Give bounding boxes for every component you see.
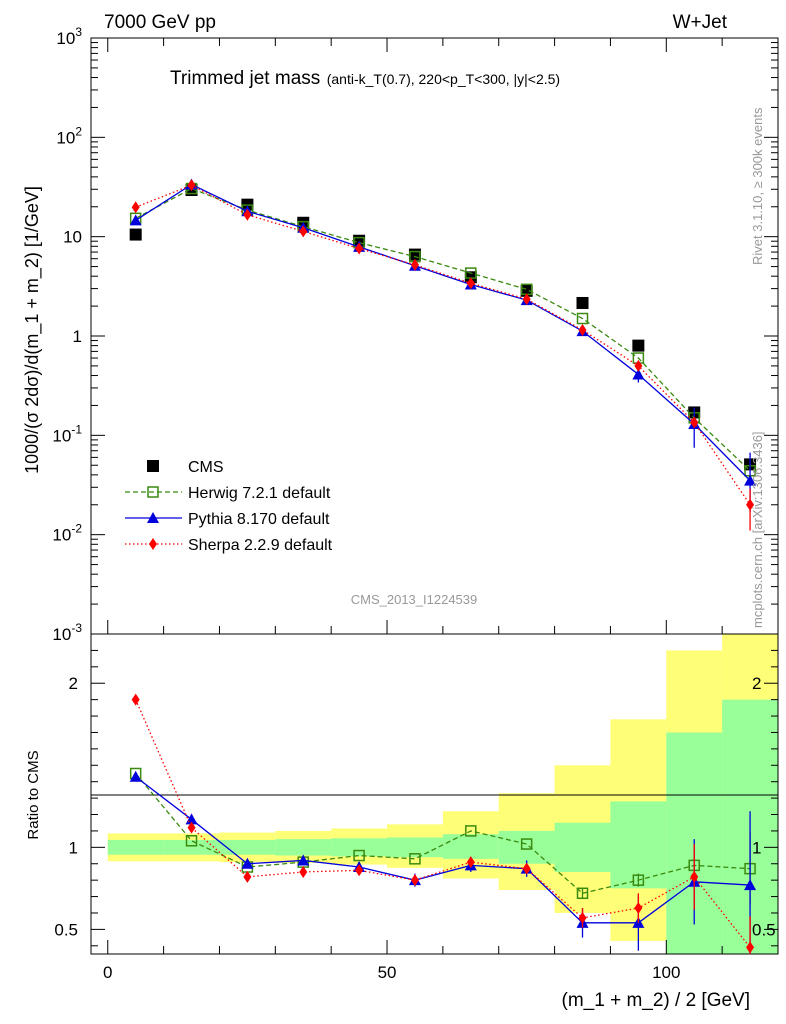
ratio-band-inner (219, 839, 276, 855)
legend-herwig-7-2-1-default-marker (147, 486, 159, 498)
sherpa-2-2-9-default-ratio-marker (634, 902, 643, 915)
x-tick-label: 100 (652, 963, 680, 982)
sherpa-2-2-9-default-ratio-marker (522, 862, 531, 875)
ratio-y-tick-label: 0.5 (54, 920, 78, 939)
sherpa-2-2-9-default-ratio-marker (690, 870, 699, 883)
sherpa-2-2-9-default-marker (522, 293, 531, 306)
main-y-tick-label: 10-3 (52, 621, 82, 644)
pythia-8-170-default-ratio-line (135, 776, 751, 924)
sherpa-2-2-9-default-marker (410, 258, 419, 271)
cms-marker (129, 228, 142, 241)
sherpa-2-2-9-default-ratio-marker (746, 941, 755, 954)
sherpa-2-2-9-default-marker (634, 359, 643, 372)
sherpa-2-2-9-default-marker (187, 179, 196, 192)
cms-marker (408, 248, 421, 261)
herwig-7-2-1-default-ratio-marker (353, 849, 365, 862)
main-y-tick-label: 1 (73, 327, 82, 346)
sherpa-2-2-9-default-ratio-marker (355, 864, 364, 877)
pythia-8-170-default-marker (129, 214, 142, 226)
sherpa-2-2-9-default-ratio-line (135, 699, 751, 948)
axis-tick-labels-group: 10-3 10-2 10-1 1 10 102 103 0 50 100 0.5 0.5 1 1 2 2 (52, 25, 775, 982)
ratio-band-inner (107, 839, 164, 855)
legend-pythia-8-170-default-marker (147, 512, 159, 523)
process-label: W+Jet (673, 12, 728, 33)
main-y-tick-label: 102 (56, 124, 82, 147)
ratio-band-inner (498, 830, 555, 864)
sherpa-2-2-9-default-marker (578, 323, 587, 336)
sherpa-2-2-9-default-line (135, 184, 751, 506)
herwig-7-2-1-default-ratio-marker (409, 853, 421, 865)
ratio-band-inner (163, 839, 220, 855)
main-y-tick-label: 103 (56, 25, 82, 48)
sherpa-2-2-9-default-ratio-marker (243, 870, 252, 883)
x-tick-label: 0 (103, 963, 112, 982)
sherpa-2-2-9-default-ratio-marker (578, 911, 587, 924)
herwig-7-2-1-default-ratio-marker (465, 825, 477, 837)
main-y-axis-label: 1000/(σ 2dσ)/d(m_1 + m_2) [1/GeV] (22, 186, 43, 474)
main-series-group (129, 178, 757, 531)
cms-marker (576, 296, 589, 309)
sherpa-2-2-9-default-marker (746, 498, 755, 511)
sherpa-2-2-9-default-ratio-marker (131, 693, 140, 706)
pythia-8-170-default-ratio-marker (129, 770, 142, 782)
mcplots-label: mcplots.cern.ch [arXiv:1306.3436] (750, 431, 765, 628)
plot-title-cuts: (anti-k_T(0.7), 220<p_T<300, |y|<2.5) (327, 71, 560, 87)
ratio-y-tick-label-right: 0.5 (752, 920, 776, 939)
legend-herwig-7-2-1-default-label: Herwig 7.2.1 default (188, 485, 331, 502)
ratio-band-inner (331, 838, 388, 857)
sherpa-2-2-9-default-marker (131, 201, 140, 214)
pythia-8-170-default-ratio-marker (297, 854, 310, 866)
sherpa-2-2-9-default-marker (466, 277, 475, 290)
rivet-label: Rivet 3.1.10, ≥ 300k events (750, 107, 765, 265)
sherpa-2-2-9-default-ratio-marker (466, 856, 475, 869)
main-y-tick-label: 10-2 (52, 522, 82, 545)
pythia-8-170-default-marker (632, 368, 645, 380)
main-y-tick-label: 10-1 (52, 422, 82, 445)
legend-sherpa-2-2-9-default-label: Sherpa 2.2.9 default (188, 537, 333, 554)
ratio-series-group (129, 693, 757, 954)
pythia-8-170-default-line (135, 183, 751, 482)
ratio-band-inner (554, 822, 611, 872)
herwig-7-2-1-default-line (135, 187, 751, 472)
ratio-y-axis-label: Ratio to CMS (25, 750, 42, 839)
plot-title: Trimmed jet mass (anti-k_T(0.7), 220<p_T… (170, 68, 560, 89)
axis-ticks-group (91, 37, 779, 954)
herwig-7-2-1-default-ratio-line (135, 773, 751, 894)
herwig-7-2-1-default-ratio-marker (185, 835, 198, 847)
ratio-y-tick-label-right: 2 (752, 674, 761, 693)
analysis-id: CMS_2013_I1224539 (351, 592, 478, 607)
legend-sherpa-2-2-9-default-marker (149, 538, 157, 550)
herwig-7-2-1-default-marker (576, 312, 589, 325)
cms-marker (632, 339, 645, 352)
main-y-tick-label: 10 (63, 228, 82, 247)
legend-pythia-8-170-default-label: Pythia 8.170 default (188, 511, 330, 528)
energy-label: 7000 GeV pp (104, 12, 216, 33)
plot-title-main: Trimmed jet mass (170, 68, 320, 89)
sherpa-2-2-9-default-ratio-marker (410, 874, 419, 887)
sherpa-2-2-9-default-marker (690, 416, 699, 429)
ratio-panel-frame (90, 633, 779, 955)
legend-cms-marker (147, 460, 159, 472)
sherpa-2-2-9-default-marker (355, 242, 364, 255)
ratio-band-inner (442, 834, 499, 859)
pythia-8-170-default-ratio-marker (241, 857, 254, 869)
ratio-y-tick-label-right: 1 (752, 838, 761, 857)
ratio-y-tick-label: 2 (69, 674, 78, 693)
herwig-7-2-1-default-ratio-marker (632, 874, 645, 886)
pythia-8-170-default-marker (744, 474, 757, 486)
x-axis-label: (m_1 + m_2) / 2 [GeV] (562, 990, 751, 1011)
legend: CMS Herwig 7.2.1 default Pythia 8.170 defa… (125, 459, 333, 554)
herwig-7-2-1-default-ratio-marker (576, 887, 589, 900)
x-tick-label: 50 (378, 963, 397, 982)
sherpa-2-2-9-default-marker (299, 225, 308, 238)
pythia-8-170-default-ratio-marker (744, 879, 757, 891)
legend-cms-label: CMS (188, 459, 224, 476)
sherpa-2-2-9-default-marker (243, 208, 252, 221)
sherpa-2-2-9-default-ratio-marker (187, 821, 196, 834)
ratio-y-tick-label: 1 (69, 838, 78, 857)
sherpa-2-2-9-default-ratio-marker (299, 865, 308, 878)
herwig-7-2-1-default-ratio-marker (520, 838, 533, 850)
ratio-band-inner (275, 839, 332, 856)
